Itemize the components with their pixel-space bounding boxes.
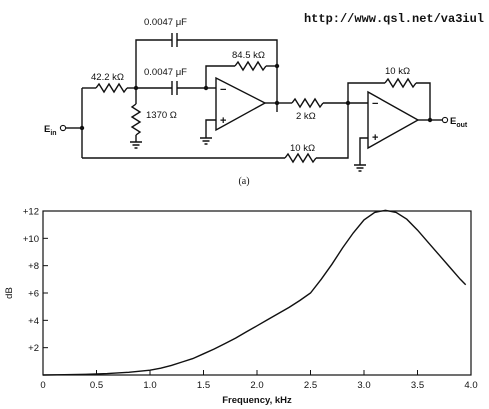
x-axis-label: Frequency, kHz xyxy=(222,395,292,406)
label-r-2k: 2 kΩ xyxy=(296,111,316,122)
y-tick-label: +6 xyxy=(28,289,39,300)
capacitor-mid xyxy=(171,81,178,95)
source-url: http://www.qsl.net/va3iul xyxy=(304,12,484,26)
label-c-mid: 0.0047 μF xyxy=(144,67,187,78)
x-tick-label: 0.5 xyxy=(90,380,103,391)
eout-label: Eout xyxy=(450,116,468,129)
plot-frame xyxy=(42,210,472,376)
wire-noninv2-gnd xyxy=(359,137,368,165)
label-r-10k-fb: 10 kΩ xyxy=(385,66,410,77)
opamp-2 xyxy=(367,90,420,150)
x-ticks: 0 0.5 1.0 1.5 2.0 2.5 3.0 3.5 4.0 xyxy=(40,370,478,391)
wire-b-ctop xyxy=(135,39,172,88)
response-curve xyxy=(42,209,467,376)
label-r-42k: 42.2 kΩ xyxy=(91,72,124,83)
label-c-top: 0.0047 μF xyxy=(144,17,187,28)
x-tick-label: 3.0 xyxy=(357,380,370,391)
label-r-10k-bottom: 10 kΩ xyxy=(290,143,315,154)
wire-c-rfb1 xyxy=(205,65,235,88)
label-r-1370: 1370 Ω xyxy=(146,110,177,121)
wire-rfb2-out xyxy=(416,82,431,120)
resistor-10k-fb xyxy=(384,77,417,89)
x-tick-label: 2.5 xyxy=(304,380,317,391)
y-tick-label: +8 xyxy=(28,261,39,272)
resistor-84k xyxy=(234,60,267,72)
ground-icon-2 xyxy=(200,137,212,145)
wire-noninv1-gnd xyxy=(205,119,216,138)
node-fb1 xyxy=(274,63,280,69)
resistor-2k xyxy=(291,97,324,109)
x-tick-label: 0 xyxy=(40,380,45,391)
wire-ctop-out1 xyxy=(177,39,278,112)
ground-icon-1 xyxy=(130,141,142,149)
eout-terminal xyxy=(441,116,449,124)
circuit-caption: (a) xyxy=(238,176,249,187)
y-ticks: +2 +4 +6 +8 +10 +12 xyxy=(23,207,48,354)
x-tick-label: 1.0 xyxy=(143,380,156,391)
opamp-1 xyxy=(215,76,267,132)
opamp-2-plus: + xyxy=(372,132,378,144)
resistor-1370 xyxy=(130,103,142,136)
y-tick-label: +2 xyxy=(28,343,39,354)
label-r-84k: 84.5 kΩ xyxy=(232,50,265,61)
x-tick-label: 4.0 xyxy=(464,380,477,391)
resistor-10k-bottom xyxy=(284,152,317,164)
wire-d-rfb2 xyxy=(347,82,385,103)
resistor-42k xyxy=(95,82,128,94)
opamp-1-minus: − xyxy=(220,84,226,96)
wire-rbottom-d xyxy=(316,103,349,159)
circuit-schematic: Ein 42.2 kΩ 1370 Ω 0.0047 μF 0.0047 μF xyxy=(44,17,468,187)
opamp-2-minus: − xyxy=(372,98,378,110)
opamp-1-plus: + xyxy=(220,115,226,127)
ein-terminal xyxy=(59,124,67,132)
x-tick-label: 1.5 xyxy=(197,380,210,391)
frequency-response-chart: +2 +4 +6 +8 +10 +12 0 0.5 1.0 1.5 2.0 2.5 3.0 3.5 4.0… xyxy=(4,207,478,407)
y-tick-label: +12 xyxy=(23,207,39,218)
x-tick-label: 2.0 xyxy=(250,380,263,391)
ein-label: Ein xyxy=(44,124,57,137)
ground-icon-3 xyxy=(354,164,366,172)
y-axis-label: dB xyxy=(4,287,15,299)
capacitor-top xyxy=(171,33,178,47)
x-tick-label: 3.5 xyxy=(411,380,424,391)
y-tick-label: +4 xyxy=(28,316,39,327)
y-tick-label: +10 xyxy=(23,234,39,245)
